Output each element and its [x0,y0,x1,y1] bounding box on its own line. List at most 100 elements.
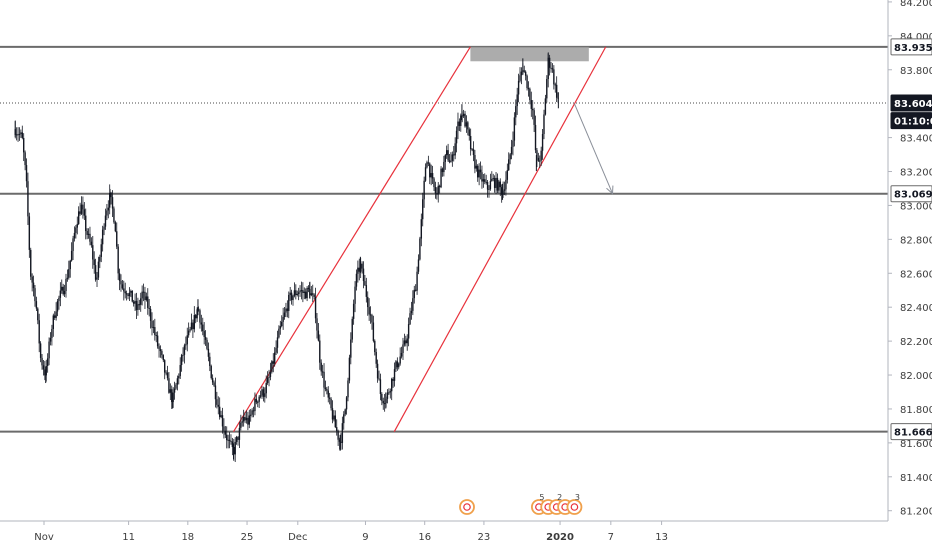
candle-body [471,149,473,151]
candle [46,353,49,373]
time-axis[interactable]: Nov 11 18 25 Dec 9 16 23 2020 7 13 [0,520,888,543]
candle-body [509,154,511,160]
candle [524,70,527,81]
economic-events[interactable]: 5 2 3 [459,493,583,515]
candle [391,377,393,401]
candle [307,285,310,293]
candle [364,274,366,287]
candle-body [293,290,296,296]
event-marker-ring[interactable] [459,499,475,515]
candle [375,348,377,368]
candle-body [424,167,427,181]
candle-body [469,135,472,150]
price-axis[interactable]: 84.200 84.000 83.800 83.400 83.200 83.000 82.8… [887,0,932,521]
candle [258,395,260,408]
price-label-box [890,185,932,203]
candle-body [396,361,399,368]
candle-body [299,290,301,293]
candle [240,414,242,431]
candle-body [451,154,454,161]
candle-body [227,439,229,441]
candle [551,63,554,73]
candle-body [512,140,514,147]
candle [423,176,425,208]
candle [131,290,133,303]
candle-body [434,187,437,194]
candle-body [17,134,19,136]
candle [195,313,197,324]
candle-body [278,328,280,338]
candle [544,94,547,116]
candle-body [72,238,74,251]
candle [505,171,507,196]
candle-body [179,365,181,377]
candle [458,118,461,132]
candle-body [412,298,414,311]
candle-body [46,358,49,367]
candle-body [488,189,490,191]
candle-body [297,292,300,294]
candle-body [175,384,177,389]
candle [118,268,121,291]
candle [55,302,57,321]
candle [128,287,131,301]
candle [161,349,163,359]
candle-body [230,440,232,442]
candle [330,397,332,411]
time-tick-label: 16 [418,532,431,543]
candle-body [273,352,276,364]
candle [457,112,459,140]
candle [97,256,100,280]
candle-body [323,371,325,388]
candles [14,52,559,463]
candle [68,260,70,280]
candle-body [138,304,141,306]
candle-body [533,110,535,125]
candle-body [372,322,375,341]
candle [534,115,537,154]
candle [358,258,360,281]
candle-body [350,339,352,358]
candle [453,145,455,162]
candle-body [231,441,234,447]
candle-body [429,163,431,178]
event-marker[interactable]: 3 [566,493,583,515]
candle [178,373,180,385]
candle-body [151,320,153,328]
candle-body [550,67,552,69]
plot-area[interactable]: 5 2 3 [0,45,888,515]
candle [555,76,558,102]
candle-body [546,79,548,99]
candle-body [444,155,446,162]
candle [54,311,56,321]
candle [388,388,390,395]
candle [275,340,277,356]
candle-body [38,320,40,344]
candle-body [178,376,180,379]
candle-body [192,322,194,330]
candle [200,314,203,332]
event-marker-ring[interactable] [566,499,583,515]
candle-body [406,338,408,344]
candle-body [117,246,119,274]
candle [396,357,399,371]
candle-body [416,271,418,291]
candle [250,409,252,422]
candle [20,129,22,138]
candle-body [92,245,94,260]
candle-body [54,315,56,318]
horizontal-levels [0,45,888,433]
candle [374,339,376,356]
candle [21,125,23,140]
candle-body [324,387,327,390]
candle [145,292,148,302]
price-tick-label: 81.200 [900,507,932,518]
candle-body [25,165,28,182]
candle-body [383,403,386,405]
candle-body [99,256,101,262]
candle [433,177,435,191]
candle-body [172,392,174,403]
candle [107,200,109,219]
event-marker[interactable] [459,499,475,515]
